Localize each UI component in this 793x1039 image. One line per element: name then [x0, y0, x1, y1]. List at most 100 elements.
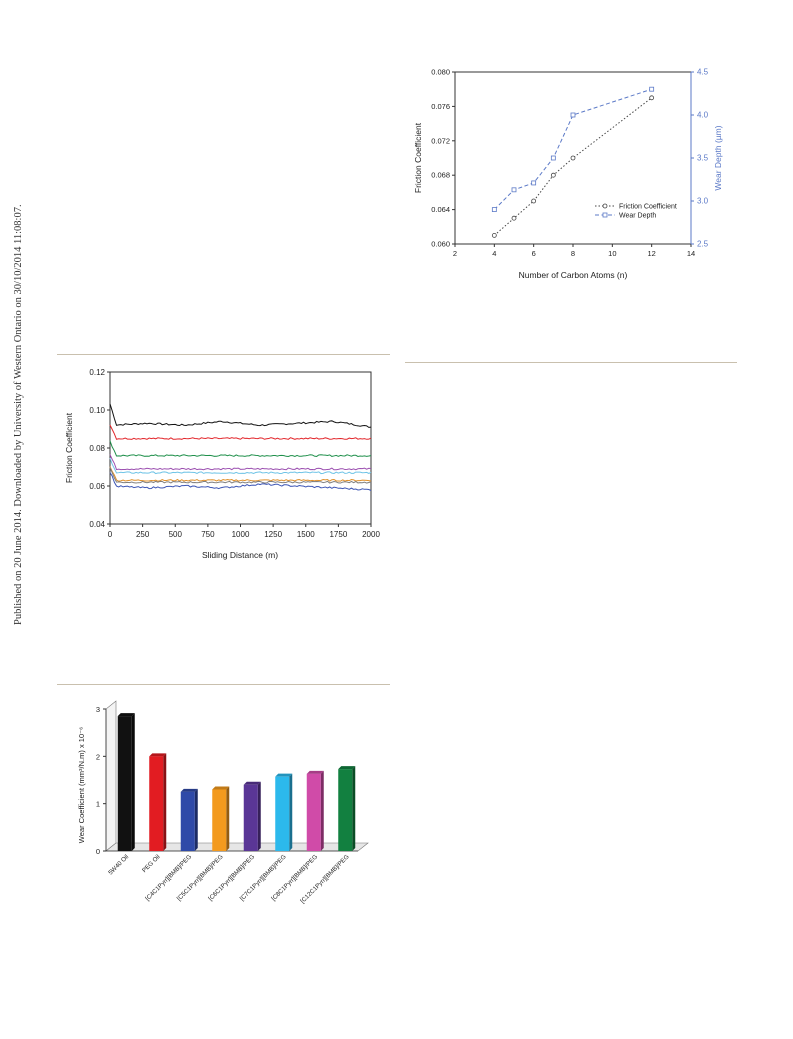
chart3-ytick-label: 2: [96, 752, 100, 761]
chart3-bar: [275, 776, 290, 851]
chart1-ytick-label: 0.068: [431, 171, 450, 180]
chart1-xtick-label: 6: [532, 249, 536, 258]
chart3-category-label: 5W40 Oil: [107, 853, 130, 876]
chart1-xtick-label: 8: [571, 249, 575, 258]
chart2-xtick-label: 1000: [232, 530, 250, 539]
chart3-bar-side: [289, 773, 293, 851]
chart3-bar-side: [352, 766, 356, 851]
chart1-legend-label: Wear Depth: [619, 213, 656, 220]
chart2-ytick-label: 0.08: [89, 444, 105, 453]
chart1-ylabel: Friction Coefficient: [413, 122, 423, 193]
chart1-point: [550, 155, 556, 161]
chart1-ytick-label: 0.080: [431, 68, 450, 77]
separator-right: [405, 362, 737, 363]
chart3-bar-side: [131, 713, 135, 851]
chart3-floor: [105, 842, 369, 852]
chart1-xlabel: Number of Carbon Atoms (n): [519, 270, 628, 280]
chart3-bar: [306, 773, 321, 851]
chart3-bar-top: [306, 770, 324, 774]
chart1-xtick-label: 12: [647, 249, 655, 258]
chart3-bar: [180, 791, 195, 851]
chart3-category-label: PEG Oil: [141, 853, 162, 874]
chart3-ytick-label: 1: [96, 800, 100, 809]
chart2-xtick-label: 1250: [264, 530, 282, 539]
chart2-series-line: [109, 454, 372, 471]
chart1-point: [550, 172, 556, 178]
friction-wear-vs-carbon-chart: 2 4 6 8 10 12 14 0.060 0.064 0.068 0.072 0.076 0.08…: [413, 68, 723, 281]
chart1-point: [491, 207, 497, 213]
chart1-point: [649, 86, 655, 92]
chart2-xlabel: Sliding Distance (m): [202, 550, 278, 560]
chart2-ytick-label: 0.10: [89, 406, 105, 415]
chart1-y2tick-label: 4.0: [697, 111, 709, 120]
chart2-xtick-label: 250: [136, 530, 150, 539]
chart1-y2tick-label: 3.0: [697, 197, 709, 206]
chart2-series-line: [109, 403, 372, 428]
chart1-y2tick-label: 3.5: [697, 154, 709, 163]
separator-left-bottom: [57, 684, 390, 685]
chart3-bar-top: [338, 766, 356, 770]
chart3-bar: [338, 769, 353, 851]
chart3-bar-top: [117, 713, 135, 717]
chart1-legend-marker: [602, 212, 608, 218]
chart1-xtick-label: 4: [492, 249, 496, 258]
chart1-point: [511, 187, 517, 193]
chart1-legend-marker: [602, 203, 608, 209]
chart1-series-line: [494, 97, 652, 236]
chart3-bar-side: [320, 770, 324, 851]
chart2-series-line: [109, 472, 372, 491]
chart3-bar-side: [226, 786, 230, 851]
chart3-bar-side: [194, 788, 198, 851]
chart2-ytick-label: 0.04: [89, 520, 105, 529]
chart2-series-line: [109, 440, 372, 457]
chart1-ytick-label: 0.060: [431, 240, 450, 249]
chart3-bar: [212, 789, 227, 851]
chart3-side-wall: [105, 700, 117, 852]
chart1-point: [649, 95, 655, 101]
chart1-point: [570, 155, 576, 161]
chart2-series-line: [109, 457, 372, 475]
chart2-xtick-label: 2000: [362, 530, 380, 539]
chart1-ytick-label: 0.072: [431, 136, 450, 145]
chart1-point: [570, 112, 576, 118]
chart3-bar-top: [275, 773, 293, 777]
chart1-y2tick-label: 2.5: [697, 240, 709, 249]
chart3-ytick-label: 0: [96, 847, 100, 856]
chart2-xtick-label: 1750: [329, 530, 347, 539]
chart2-xtick-label: 0: [108, 530, 113, 539]
chart3-bar-top: [243, 781, 261, 785]
chart3-ylabel: Wear Coefficient (mm³/N.m) x 10⁻⁶: [77, 727, 86, 843]
download-watermark: Published on 20 June 2014. Downloaded by…: [13, 204, 24, 625]
chart1-ytick-label: 0.064: [431, 205, 450, 214]
chart1-point: [531, 180, 537, 186]
separator-left-top: [57, 354, 390, 355]
chart1-xtick-label: 10: [608, 249, 616, 258]
chart2-xtick-label: 750: [201, 530, 215, 539]
chart3-bar: [117, 716, 132, 851]
chart3-bar-top: [212, 786, 230, 790]
chart2-xtick-label: 500: [169, 530, 183, 539]
chart2-ytick-label: 0.06: [89, 482, 105, 491]
chart3-bar-top: [180, 788, 198, 792]
chart1-legend: Friction Coefficient Wear Depth: [595, 204, 677, 220]
chart2-plot-frame: [109, 371, 372, 525]
chart3-bar-side: [257, 781, 261, 851]
chart1-point: [511, 215, 517, 221]
chart1-point: [491, 232, 497, 238]
chart1-ytick-label: 0.076: [431, 102, 450, 111]
chart1-series-line: [493, 88, 652, 210]
chart1-xtick-label: 14: [687, 249, 695, 258]
chart3-bar-side: [163, 753, 167, 851]
chart2-xtick-label: 1500: [297, 530, 315, 539]
friction-vs-sliding-distance-chart: 0 250 500 750 1000 1250 1500 1750 2000 0.04 0.06 0…: [64, 368, 380, 560]
chart3-bar: [243, 784, 258, 851]
chart1-y2label: Wear Depth (µm): [713, 125, 723, 190]
chart2-series-line: [109, 467, 372, 484]
chart2-ylabel: Friction Coefficient: [64, 412, 74, 483]
chart3-bar: [149, 756, 164, 851]
chart1-legend-label: Friction Coefficient: [619, 204, 677, 211]
chart2-series-line: [109, 424, 372, 440]
chart1-xtick-label: 2: [453, 249, 457, 258]
chart2-ytick-label: 0.12: [89, 368, 105, 377]
